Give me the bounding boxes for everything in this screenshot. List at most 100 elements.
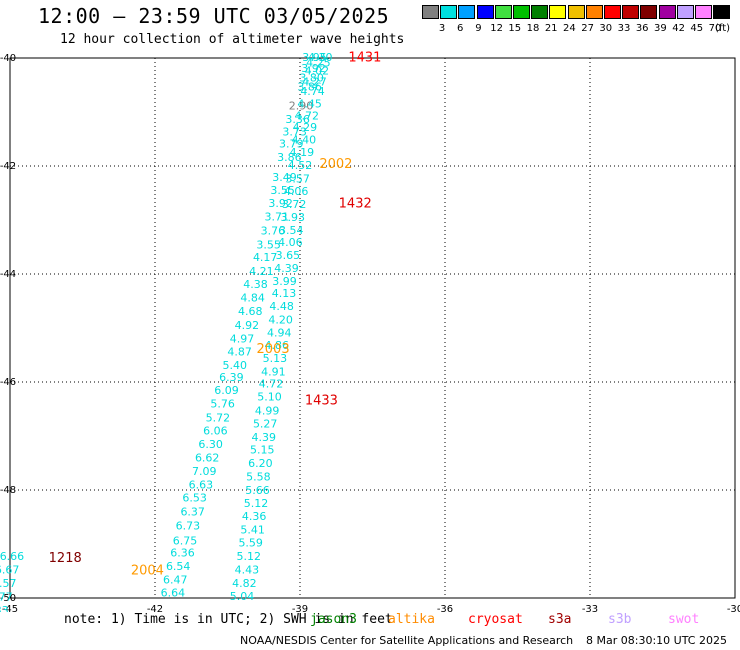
legend-label: 36 [635, 23, 649, 34]
wave-height-point: 3.72 [282, 198, 307, 211]
pass-time-label: 2003 [257, 342, 290, 357]
wave-height-point: 5.12 [244, 497, 269, 510]
legend-label: 30 [599, 23, 613, 34]
wave-height-point: 4.17 [253, 251, 278, 264]
wave-height-point: 4.45 [297, 97, 322, 110]
wave-height-point: 7.09 [192, 465, 217, 478]
wave-height-point: 6.53 [182, 492, 207, 505]
legend-label: 39 [654, 23, 667, 34]
wave-height-point: 4.27 [302, 75, 327, 88]
wave-height-point: 4.02 [305, 65, 330, 78]
wave-height-point: 6.73 [176, 520, 201, 533]
legend-label: 6 [457, 23, 464, 34]
pass-time-label: 1433 [305, 393, 338, 408]
wave-height-point: 3.86 [277, 151, 302, 164]
wave-height-point: 4.72 [259, 378, 284, 391]
legend-swatch [549, 5, 567, 19]
legend-swatch [658, 5, 676, 19]
wave-height-point: 3.55 [270, 184, 295, 197]
satellite-label-s3b: s3b [608, 612, 632, 627]
legend-swatch [695, 5, 712, 19]
wave-height-point: 5.27 [253, 418, 278, 431]
wave-height-point: 4.39 [274, 262, 299, 275]
wave-height-point: 3.36 [285, 113, 310, 126]
wave-height-point: 6.09 [214, 384, 239, 397]
wave-height-point: 6.20 [248, 457, 273, 470]
wave-height-point: 6.47 [163, 574, 188, 587]
legend-label: 9 [475, 23, 482, 34]
legend-swatch [476, 5, 494, 19]
wave-height-point: 3.99 [272, 275, 297, 288]
wave-height-point: 2.90 [289, 100, 314, 113]
wave-height-point: 3.57 [285, 173, 310, 186]
satellite-label-jason3: jason3 [310, 612, 357, 627]
y-tick-label: -40 [0, 53, 16, 64]
wave-height-point: 6.30 [198, 438, 223, 451]
wave-height-point: 5.40 [223, 359, 248, 372]
wave-height-point: 6.62 [195, 452, 220, 465]
wave-height-point: 5.72 [206, 412, 231, 425]
y-tick-label: -46 [0, 377, 16, 388]
wave-height-point: 6.33 [0, 604, 9, 612]
wave-height-point: 4.25 [306, 56, 331, 69]
wave-height-point: 4.40 [292, 134, 317, 147]
legend-label: 27 [581, 23, 594, 34]
wave-height-point: 3.54 [279, 224, 304, 237]
wave-height-point: 6.36 [170, 547, 195, 560]
wave-height-point: 4.29 [293, 121, 318, 134]
wave-height-point: 4.43 [235, 563, 260, 576]
wave-height-point: 6.77 [0, 590, 13, 603]
wave-height-point: 5.76 [210, 398, 235, 411]
wave-height-point: 5.59 [238, 536, 263, 549]
legend-label: 18 [526, 23, 540, 34]
legend-label: 21 [544, 23, 558, 34]
x-tick-label: -30 [727, 604, 740, 612]
wave-height-point: 3.76 [261, 224, 286, 237]
wave-height-point: 6.54 [166, 560, 191, 573]
wave-height-point: 6.57 [0, 577, 16, 590]
legend-swatch [531, 5, 549, 19]
legend-label: 3 [438, 23, 446, 34]
wave-height-point: 3.65 [276, 249, 301, 262]
wave-height-point: 5.12 [237, 550, 262, 563]
wave-height-point: 4.06 [284, 185, 309, 198]
legend-swatch [585, 5, 603, 19]
legend-label: 45 [690, 23, 704, 34]
wave-height-point: 5.58 [246, 471, 271, 484]
wave-height-point: 3.93 [281, 211, 306, 224]
wave-height-point: 4.36 [242, 510, 267, 523]
pass-time-label: 1432 [339, 196, 372, 211]
chart-plot-area: -45 -42 -39 -36 -33 -30 -40 -42 -44 -46 -48 -50 3.95… [0, 51, 740, 613]
legend-label: 15 [508, 23, 522, 34]
x-tick-label: -45 [2, 604, 18, 612]
satellite-label-s3a: s3a [548, 612, 572, 627]
legend-label: 33 [617, 23, 631, 34]
wave-height-point: 3.79 [279, 137, 304, 150]
wave-height-point: 4.87 [227, 345, 252, 358]
wave-height-point: 4.19 [290, 146, 315, 159]
wave-height-point: 6.37 [180, 506, 205, 519]
wave-height-point: 4.20 [268, 313, 293, 326]
wave-height-point: 4.99 [255, 405, 280, 418]
wave-height-point: 6.66 [0, 550, 24, 563]
legend-unit: (ft) [715, 23, 731, 34]
wave-height-point: 4.13 [272, 287, 297, 300]
wave-height-point: 4.38 [243, 278, 268, 291]
pass-time-label: 1431 [348, 51, 381, 66]
y-tick-label: -48 [0, 485, 16, 496]
legend-label: 42 [672, 23, 685, 34]
legend-swatch [604, 5, 621, 19]
x-tick-label: -33 [582, 604, 598, 612]
legend-label: 24 [563, 23, 576, 34]
wave-height-point: 6.39 [219, 371, 244, 384]
satellite-label-cryosat: cryosat [468, 612, 523, 627]
generation-timestamp: 8 Mar 08:30:10 UTC 2025 [586, 634, 727, 647]
wave-height-point: 5.10 [257, 391, 282, 404]
wave-height-point: 3.86 [297, 81, 322, 94]
satellite-label-altika: altika [388, 612, 435, 627]
wave-height-point: 6.63 [189, 479, 214, 492]
wave-height-point: 5.13 [263, 352, 288, 365]
x-tick-label: -39 [292, 604, 308, 612]
legend-swatch [622, 5, 640, 19]
wave-height-point: 4.97 [230, 332, 255, 345]
